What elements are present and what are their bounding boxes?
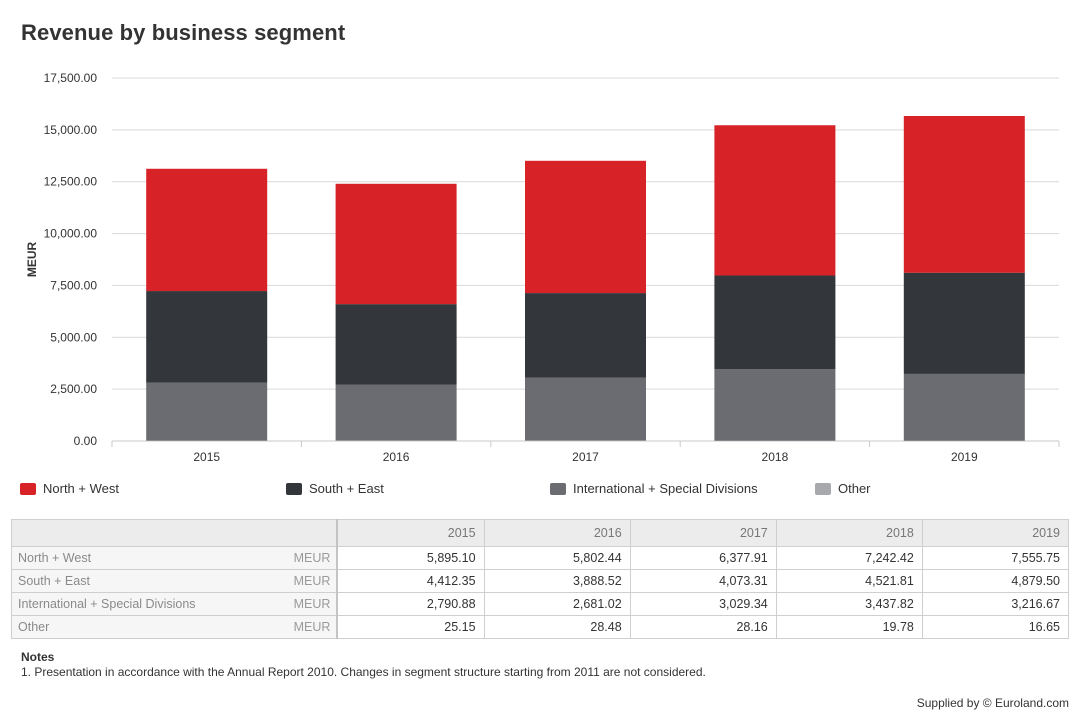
table-cell: 7,242.42 bbox=[775, 546, 923, 570]
row-unit: MEUR bbox=[273, 546, 339, 570]
table-row: North + West MEUR 5,895.10 5,802.44 6,37… bbox=[10, 546, 1070, 570]
column-header: 2018 bbox=[775, 519, 923, 547]
legend-item-international[interactable]: International + Special Divisions bbox=[550, 481, 758, 496]
bar-segment bbox=[335, 440, 457, 441]
bar-segment bbox=[525, 160, 646, 294]
bar-segment bbox=[146, 382, 268, 441]
row-label: North + West bbox=[10, 546, 274, 570]
y-tick-label: 0.00 bbox=[74, 434, 98, 448]
table-cell: 19.78 bbox=[775, 615, 923, 639]
table-row: South + East MEUR 4,412.35 3,888.52 4,07… bbox=[10, 569, 1070, 593]
legend-swatch-north-west bbox=[20, 482, 36, 495]
table-corner bbox=[11, 519, 339, 547]
table-cell: 25.15 bbox=[336, 615, 485, 639]
x-tick-label: 2015 bbox=[193, 450, 220, 464]
table-cell: 3,437.82 bbox=[775, 592, 923, 616]
x-tick-label: 2018 bbox=[762, 450, 789, 464]
row-label: Other bbox=[10, 615, 274, 639]
table-cell: 4,412.35 bbox=[336, 569, 485, 593]
table-cell: 3,888.52 bbox=[483, 569, 631, 593]
y-tick-label: 12,500.00 bbox=[44, 175, 98, 189]
column-header: 2016 bbox=[483, 519, 631, 547]
table-cell: 3,029.34 bbox=[629, 592, 777, 616]
table-cell: 2,790.88 bbox=[336, 592, 485, 616]
table-cell: 16.65 bbox=[921, 615, 1070, 639]
bar-segment bbox=[714, 125, 836, 276]
bar-segment bbox=[525, 440, 646, 441]
bar-segment bbox=[525, 293, 646, 378]
table-cell: 4,521.81 bbox=[775, 569, 923, 593]
y-tick-label: 5,000.00 bbox=[50, 330, 97, 344]
bar-segment bbox=[335, 183, 457, 305]
table-cell: 4,879.50 bbox=[921, 569, 1070, 593]
bar-segment bbox=[903, 373, 1025, 441]
table-cell: 28.16 bbox=[629, 615, 777, 639]
chart-title: Revenue by business segment bbox=[21, 20, 346, 45]
bar-segment bbox=[714, 369, 836, 441]
notes-text: 1. Presentation in accordance with the A… bbox=[21, 665, 706, 679]
chart-legend: North + West South + East International … bbox=[0, 481, 1080, 501]
y-tick-label: 7,500.00 bbox=[50, 278, 97, 292]
column-header: 2019 bbox=[921, 519, 1070, 547]
table-cell: 7,555.75 bbox=[921, 546, 1070, 570]
legend-swatch-international bbox=[550, 482, 566, 495]
table-row: International + Special Divisions MEUR 2… bbox=[10, 592, 1070, 616]
bar-segment bbox=[146, 440, 268, 441]
legend-label: Other bbox=[838, 481, 871, 496]
x-tick-label: 2016 bbox=[383, 450, 410, 464]
table-cell: 2,681.02 bbox=[483, 592, 631, 616]
legend-item-north-west[interactable]: North + West bbox=[20, 481, 119, 496]
bar-segment bbox=[335, 384, 457, 441]
table-cell: 5,802.44 bbox=[483, 546, 631, 570]
x-tick-label: 2019 bbox=[951, 450, 978, 464]
table-cell: 28.48 bbox=[483, 615, 631, 639]
table-cell: 4,073.31 bbox=[629, 569, 777, 593]
legend-label: International + Special Divisions bbox=[573, 481, 758, 496]
y-tick-label: 15,000.00 bbox=[44, 123, 98, 137]
bar-segment bbox=[146, 291, 268, 383]
y-tick-label: 2,500.00 bbox=[50, 382, 97, 396]
legend-item-south-east[interactable]: South + East bbox=[286, 481, 384, 496]
bar-segment bbox=[335, 304, 457, 385]
table-header-row: 2015 2016 2017 2018 2019 bbox=[11, 519, 1070, 547]
row-label: International + Special Divisions bbox=[10, 592, 274, 616]
row-label: South + East bbox=[10, 569, 274, 593]
legend-label: South + East bbox=[309, 481, 384, 496]
data-table: 2015 2016 2017 2018 2019 North + West ME… bbox=[10, 519, 1070, 639]
column-header: 2017 bbox=[629, 519, 777, 547]
table-row: Other MEUR 25.15 28.48 28.16 19.78 16.65 bbox=[10, 615, 1070, 639]
row-unit: MEUR bbox=[273, 592, 339, 616]
x-tick-label: 2017 bbox=[572, 450, 599, 464]
bar-segment bbox=[714, 275, 836, 370]
y-tick-label: 17,500.00 bbox=[44, 71, 98, 85]
legend-swatch-south-east bbox=[286, 482, 302, 495]
bar-segment bbox=[525, 377, 646, 441]
legend-item-other[interactable]: Other bbox=[815, 481, 871, 496]
y-tick-label: 10,000.00 bbox=[44, 227, 98, 241]
stacked-bar-chart: 0.00 2,500.00 5,000.00 7,500.00 10,000.00 12,… bbox=[25, 71, 1060, 464]
bar-segment bbox=[903, 272, 1025, 374]
legend-label: North + West bbox=[43, 481, 119, 496]
bar-segment bbox=[146, 168, 268, 292]
y-axis-label: MEUR bbox=[25, 242, 39, 278]
supplied-by[interactable]: Supplied by © Euroland.com bbox=[916, 696, 1069, 710]
legend-swatch-other bbox=[815, 482, 831, 495]
bar-segment bbox=[903, 115, 1025, 273]
table-cell: 3,216.67 bbox=[921, 592, 1070, 616]
notes-title: Notes bbox=[21, 650, 55, 664]
table-cell: 5,895.10 bbox=[336, 546, 485, 570]
column-header: 2015 bbox=[336, 519, 485, 547]
table-cell: 6,377.91 bbox=[629, 546, 777, 570]
row-unit: MEUR bbox=[273, 569, 339, 593]
row-unit: MEUR bbox=[273, 615, 339, 639]
